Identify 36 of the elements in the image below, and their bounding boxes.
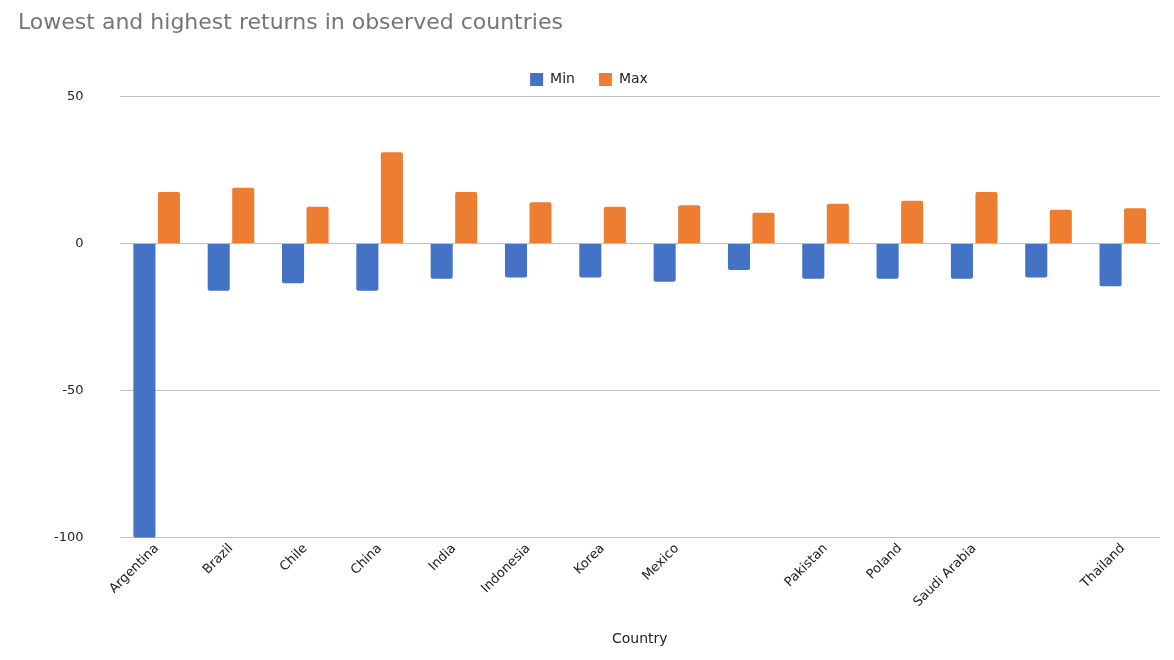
bar [752,212,775,244]
bar [579,244,602,278]
bar [826,203,849,244]
chart-title: Lowest and highest returns in observed countries [18,8,563,34]
bar [207,244,230,291]
bar [678,205,701,244]
bar [950,244,973,279]
legend-label: Min [550,70,575,87]
bar [1049,209,1072,244]
bar [306,206,329,244]
y-tick-label: 50 [66,87,84,103]
bar [727,244,751,271]
bar [157,192,180,244]
bar [1124,208,1147,244]
bar [1025,244,1048,278]
bar [282,244,305,284]
bar [504,244,528,278]
bar [901,200,924,244]
bar [430,244,453,279]
legend-label: Max [618,70,648,87]
bar [356,244,379,291]
bar [455,192,478,244]
bar [603,206,626,244]
y-tick-label: -100 [53,529,84,545]
x-axis-title: Country [611,630,668,647]
bar [380,152,403,244]
bar [876,244,899,279]
y-tick-label: 0 [75,234,84,250]
bar [1099,244,1122,287]
bar [529,202,552,244]
bar [975,192,998,244]
bar [802,244,825,279]
bar [653,244,676,282]
y-tick-label: -50 [62,382,84,398]
bar [133,244,156,538]
bar [232,187,255,244]
